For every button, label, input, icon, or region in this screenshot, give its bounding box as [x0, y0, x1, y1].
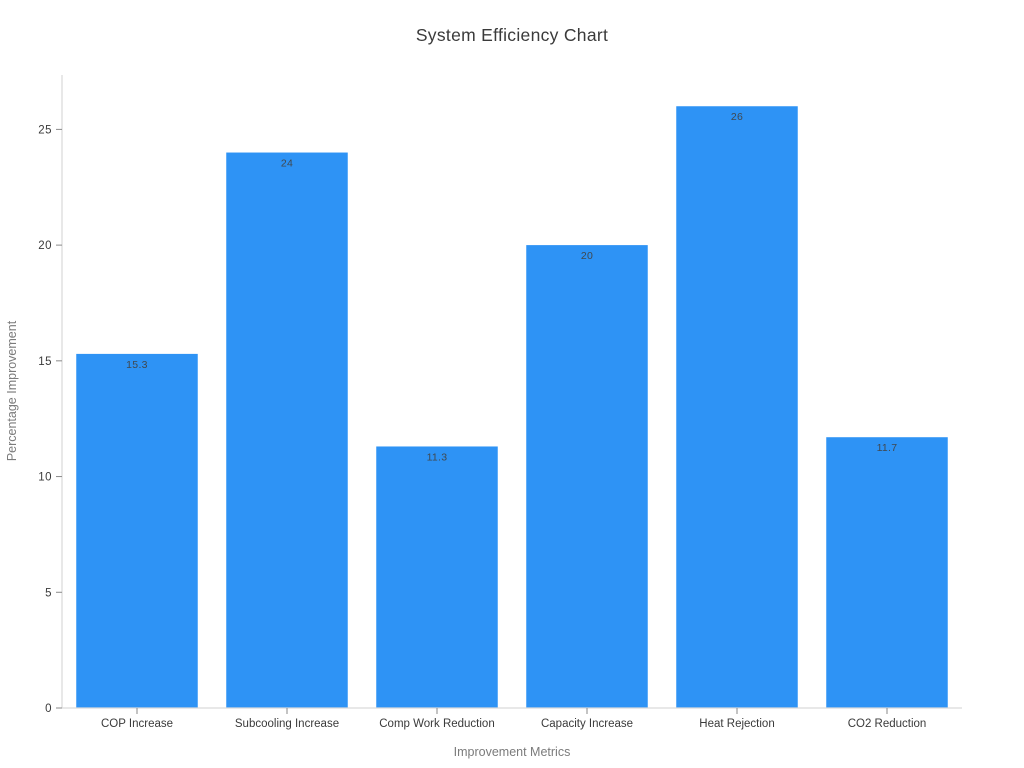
bar-6 [826, 437, 948, 708]
bar-value-label: 11.3 [427, 451, 448, 463]
bar-value-label: 24 [281, 158, 293, 170]
bar-5 [676, 106, 798, 708]
bar-value-label: 20 [581, 250, 593, 262]
chart-title: System Efficiency Chart [416, 25, 608, 45]
bars-group [76, 106, 948, 708]
bar-3 [376, 446, 498, 708]
x-tick-label: Heat Rejection [699, 718, 774, 730]
x-tick-label: COP Increase [101, 718, 173, 730]
bar-value-label: 26 [731, 111, 743, 123]
x-tick-label: Subcooling Increase [235, 718, 339, 730]
bar-value-label: 15.3 [126, 359, 148, 371]
x-tick-label: CO2 Reduction [848, 718, 927, 730]
bar-2 [226, 152, 348, 708]
y-tick-label: 0 [45, 703, 52, 715]
bar-1 [76, 353, 198, 708]
bar-value-label: 11.7 [877, 442, 898, 454]
y-tick-label: 5 [45, 587, 52, 599]
y-tick-label: 15 [38, 356, 52, 368]
y-tick-label: 20 [38, 240, 52, 252]
ticks-group: COP Increase Subcooling Increase Comp Work… [38, 124, 926, 730]
x-axis-title: Improvement Metrics [454, 745, 571, 759]
y-axis-title: Percentage Improvement [5, 320, 19, 461]
x-tick-label: Comp Work Reduction [379, 718, 494, 730]
bar-value-labels-group: 15.3 24 11.3 20 26 11.7 [126, 111, 897, 463]
y-tick-label: 10 [38, 472, 52, 484]
bar-4 [526, 245, 648, 708]
x-tick-label: Capacity Increase [541, 718, 633, 730]
axes-group [61, 75, 962, 709]
y-tick-label: 25 [38, 124, 52, 136]
